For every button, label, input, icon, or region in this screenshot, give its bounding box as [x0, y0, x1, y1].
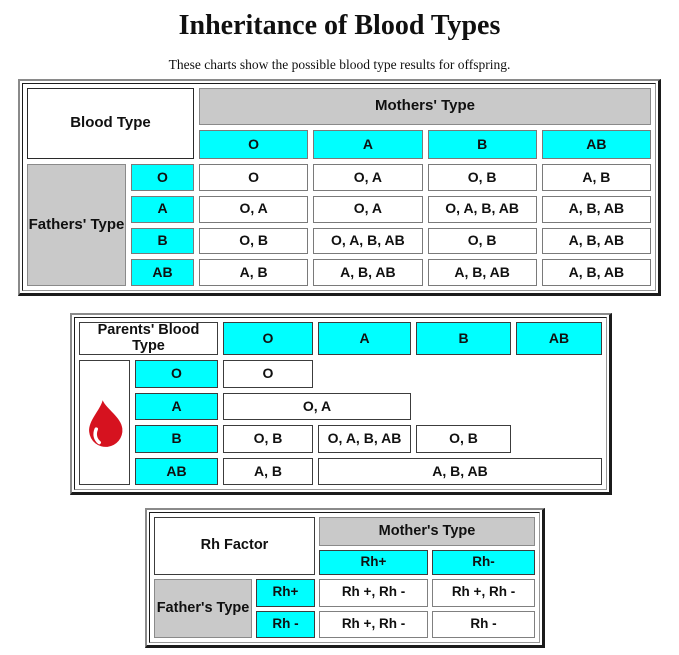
abo-result-cell: A, B — [199, 259, 309, 286]
blood-drop-icon — [88, 399, 122, 447]
abo-row-header-ab: AB — [131, 259, 194, 286]
parents-row-header-o: O — [135, 360, 218, 388]
parents-result-cell: O, A, B, AB — [318, 425, 411, 453]
rh-table: Rh Factor Mother's Type Rh+ Rh- Father's… — [145, 508, 545, 648]
rh-result-cell: Rh +, Rh - — [432, 579, 535, 607]
rh-row-header-neg: Rh - — [256, 610, 315, 638]
rh-mothers-type-label: Mother's Type — [319, 517, 535, 546]
parents-row-header-b: B — [135, 425, 218, 453]
abo-result-cell: A, B, AB — [541, 227, 651, 255]
parents-result-cell: O — [223, 360, 313, 388]
page-header: Inheritance of Blood Types These charts … — [0, 0, 679, 73]
page-subtitle: These charts show the possible blood typ… — [168, 57, 511, 72]
rh-col-header-pos: Rh+ — [319, 550, 428, 575]
abo-col-header-o: O — [199, 130, 309, 159]
abo-result-cell: O, B — [427, 164, 537, 191]
parents-result-cell: O, B — [223, 425, 313, 453]
abo-row-header-a: A — [131, 195, 194, 223]
rh-corner-label: Rh Factor — [154, 517, 315, 575]
abo-result-cell: O, A — [313, 164, 423, 191]
rh-col-header-neg: Rh- — [432, 550, 535, 575]
abo-mothers-type-label: Mothers' Type — [199, 88, 651, 125]
abo-result-cell: O — [199, 164, 309, 191]
abo-table: Blood Type Mothers' Type O A B AB Father… — [18, 79, 661, 296]
parents-header-label: Parents' Blood Type — [79, 322, 218, 355]
abo-corner-label: Blood Type — [27, 88, 194, 159]
parents-col-header-a: A — [318, 322, 411, 355]
parents-result-cell: A, B, AB — [318, 457, 602, 485]
parents-result-cell: O, A — [223, 392, 411, 420]
rh-result-cell: Rh - — [432, 610, 535, 638]
abo-result-cell: A, B, AB — [313, 259, 423, 286]
parents-result-cell: A, B — [223, 457, 313, 485]
abo-result-cell: A, B, AB — [427, 259, 537, 286]
parents-row-header-a: A — [135, 392, 218, 420]
rh-result-cell: Rh +, Rh - — [319, 610, 428, 638]
abo-fathers-type-label: Fathers' Type — [27, 164, 126, 286]
abo-result-cell: O, A — [313, 195, 423, 223]
parents-result-cell: O, B — [416, 425, 511, 453]
rh-fathers-type-label: Father's Type — [154, 579, 252, 638]
parents-col-header-b: B — [416, 322, 511, 355]
blood-drop-cell — [79, 360, 130, 485]
abo-col-header-b: B — [427, 130, 537, 159]
abo-col-header-a: A — [313, 130, 423, 159]
abo-col-header-ab: AB — [541, 130, 651, 159]
parents-table: Parents' Blood Type O A B AB O A B AB O … — [70, 313, 612, 495]
abo-result-cell: O, A — [199, 195, 309, 223]
abo-result-cell: O, A, B, AB — [313, 227, 423, 255]
abo-result-cell: A, B, AB — [541, 195, 651, 223]
abo-result-cell: A, B — [541, 164, 651, 191]
parents-row-header-ab: AB — [135, 457, 218, 485]
rh-row-header-pos: Rh+ — [256, 579, 315, 607]
abo-result-cell: O, B — [427, 227, 537, 255]
abo-result-cell: O, B — [199, 227, 309, 255]
abo-result-cell: O, A, B, AB — [427, 195, 537, 223]
abo-row-header-o: O — [131, 164, 194, 191]
rh-result-cell: Rh +, Rh - — [319, 579, 428, 607]
abo-result-cell: A, B, AB — [541, 259, 651, 286]
parents-col-header-o: O — [223, 322, 313, 355]
parents-col-header-ab: AB — [516, 322, 602, 355]
abo-row-header-b: B — [131, 227, 194, 255]
page-title: Inheritance of Blood Types — [178, 10, 501, 41]
